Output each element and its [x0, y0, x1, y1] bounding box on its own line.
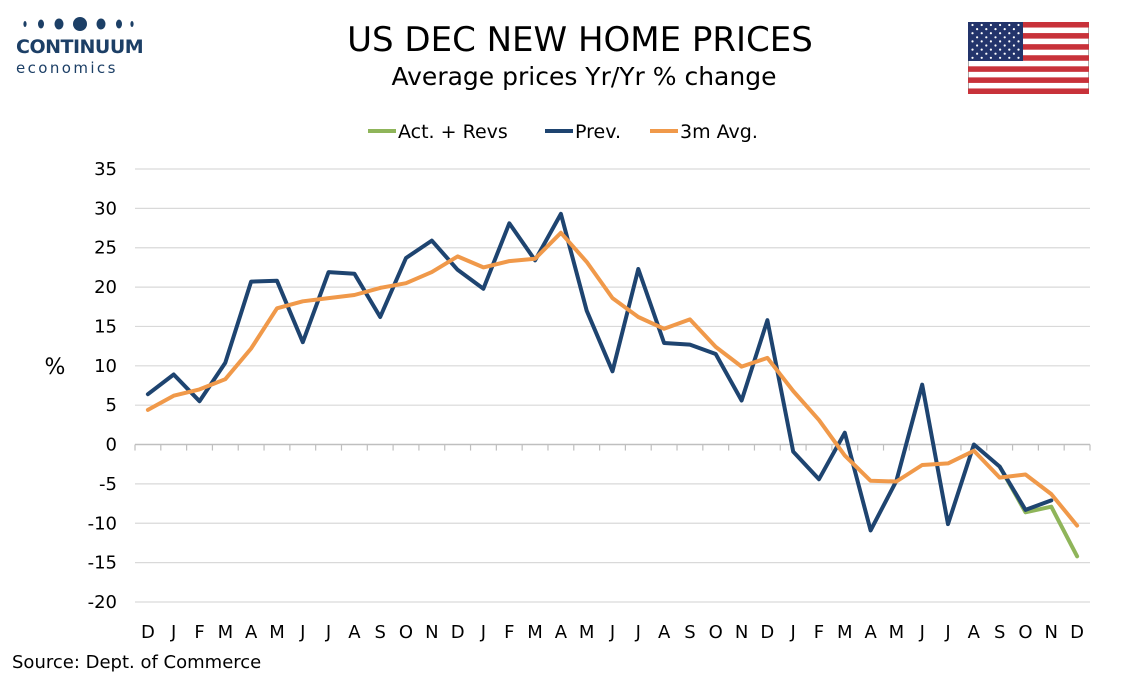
x-tick-label: A	[658, 622, 671, 643]
y-tick-label: 25	[94, 238, 117, 259]
x-tick-label: N	[735, 622, 748, 643]
x-tick-label: D	[760, 622, 774, 643]
y-tick-label: -5	[99, 474, 117, 495]
x-tick-label: S	[684, 622, 695, 643]
x-tick-label: J	[325, 622, 331, 643]
x-tick-label: O	[709, 622, 723, 643]
x-tick-label: M	[837, 622, 853, 643]
x-tick-label: O	[399, 622, 413, 643]
x-tick-label: J	[635, 622, 641, 643]
legend-label-3m-avg: 3m Avg.	[680, 121, 758, 143]
x-tick-label: J	[944, 622, 950, 643]
y-tick-label: 15	[94, 316, 117, 337]
continuum-logo: CONTINUUM economics	[14, 14, 144, 77]
x-tick-label: A	[245, 622, 258, 643]
x-tick-label: F	[194, 622, 204, 643]
chart-title: US DEC NEW HOME PRICES	[347, 20, 813, 60]
x-tick-label: M	[889, 622, 905, 643]
x-tick-label: J	[480, 622, 486, 643]
y-tick-label: 0	[106, 435, 117, 456]
x-tick-label: A	[348, 622, 361, 643]
series-line-prev	[145, 211, 1054, 533]
x-tick-label: J	[919, 622, 925, 643]
us-flag-icon	[968, 22, 1089, 94]
x-tick-label: N	[425, 622, 438, 643]
x-tick-label: F	[814, 622, 824, 643]
legend-label-prev: Prev.	[575, 121, 621, 143]
y-tick-label: 20	[94, 277, 117, 298]
y-tick-label: 5	[106, 395, 117, 416]
logo-name: CONTINUUM	[16, 36, 144, 58]
x-tick-label: J	[609, 622, 615, 643]
x-tick-label: N	[1045, 622, 1058, 643]
y-tick-label: 10	[94, 356, 117, 377]
x-tick-label: M	[269, 622, 285, 643]
y-tick-label: 35	[94, 159, 117, 180]
x-tick-label: D	[451, 622, 465, 643]
x-tick-label: F	[504, 622, 514, 643]
y-tick-label: -10	[88, 513, 117, 534]
x-tick-label: J	[299, 622, 305, 643]
x-tick-label: A	[555, 622, 568, 643]
x-tick-label: A	[864, 622, 877, 643]
logo-dots-icon	[23, 17, 134, 31]
x-tick-label: M	[218, 622, 234, 643]
x-tick-label: O	[1018, 622, 1032, 643]
logo-subtitle: economics	[16, 59, 118, 77]
x-tick-label: D	[1070, 622, 1084, 643]
x-tick-label: M	[579, 622, 595, 643]
y-tick-label: 30	[94, 198, 117, 219]
y-tick-label: -20	[88, 592, 117, 613]
x-tick-label: J	[170, 622, 176, 643]
chart-subtitle: Average prices Yr/Yr % change	[391, 62, 777, 91]
y-tick-label: -15	[88, 553, 117, 574]
x-tick-label: S	[374, 622, 385, 643]
series-line-3m-avg	[145, 230, 1080, 528]
x-tick-label: M	[527, 622, 543, 643]
x-tick-label: D	[141, 622, 155, 643]
x-tick-label: A	[968, 622, 981, 643]
x-tick-label: S	[994, 622, 1005, 643]
legend-label-act-revs: Act. + Revs	[398, 121, 508, 143]
y-axis-label: %	[45, 355, 66, 380]
source-note: Source: Dept. of Commerce	[12, 652, 262, 673]
x-tick-label: J	[790, 622, 796, 643]
